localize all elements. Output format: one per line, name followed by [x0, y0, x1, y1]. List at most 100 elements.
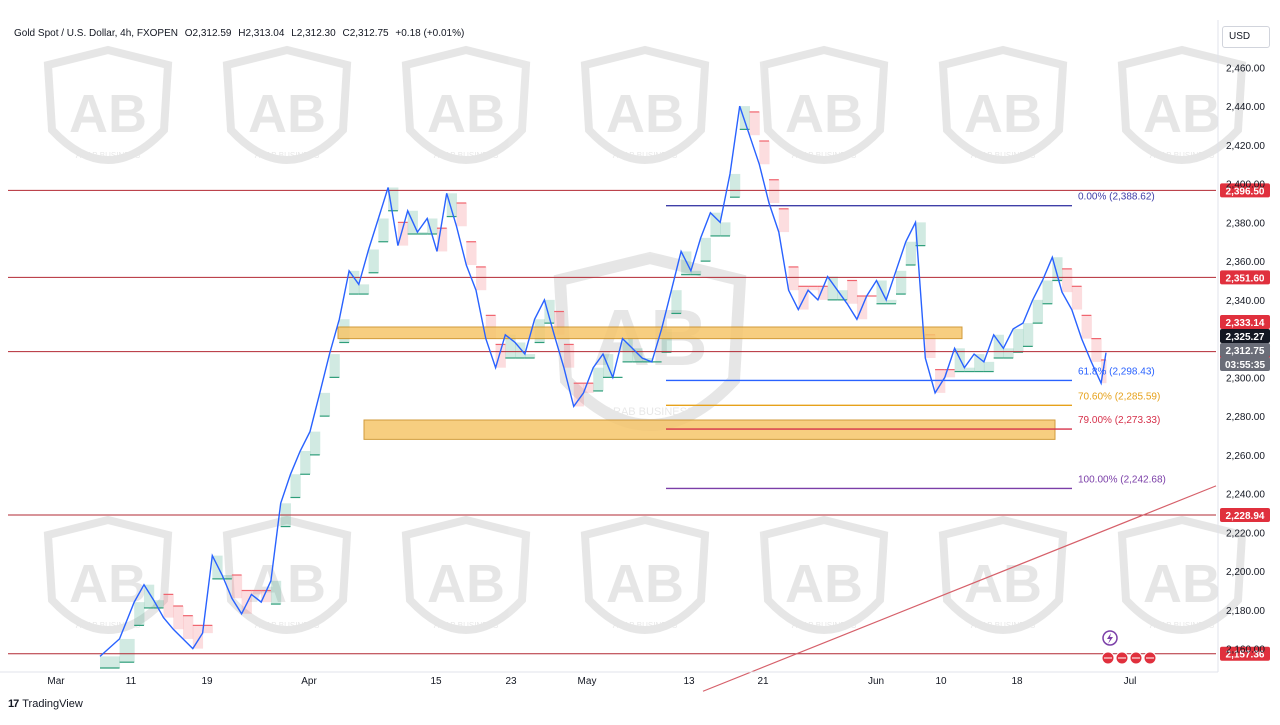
price-tick-label: 2,240.00	[1226, 490, 1265, 501]
trend-fill-segment	[847, 280, 858, 304]
watermark-glyph: AB	[606, 84, 684, 144]
watermark-glyph: AB	[964, 84, 1042, 144]
tradingview-brand[interactable]: 17 TradingView	[8, 698, 83, 710]
trend-fill-segment	[573, 383, 584, 407]
trend-fill-segment	[622, 338, 633, 362]
watermark-shield: AB ARAB BUSINESS	[938, 45, 1068, 164]
trend-fill-segment	[300, 451, 311, 475]
trend-fill-segment	[827, 276, 838, 300]
current-price-tag	[1220, 357, 1270, 371]
trend-fill-segment	[974, 354, 985, 372]
watermark-glyph: AB	[606, 554, 684, 614]
trend-fill-segment	[661, 328, 672, 353]
watermark-glyph: AB	[785, 84, 863, 144]
time-tick-label: 23	[505, 676, 517, 687]
trend-fill-segment	[544, 299, 555, 324]
watermark-shield: AB ARAB BUSINESS	[938, 515, 1068, 634]
watermark-shield-outline	[938, 515, 1068, 634]
watermark-shield-outline	[759, 515, 889, 634]
price-series	[99, 105, 1107, 657]
trend-fill-segment	[1003, 348, 1014, 358]
level-price-label: 2,351.60	[1226, 273, 1265, 284]
trend-fill-segment	[769, 179, 780, 203]
currency-button[interactable]: USD	[1222, 26, 1270, 48]
price-tick-label: 2,280.00	[1226, 412, 1265, 423]
time-tick-label: 11	[126, 676, 137, 687]
trend-fill-segment	[632, 348, 643, 362]
lightning-bolt-icon	[1107, 633, 1113, 644]
low-value: L2,312.30	[291, 28, 336, 39]
trend-fill-segment	[925, 334, 936, 358]
trend-fill-segment	[778, 208, 790, 233]
trend-fill-segment	[1071, 286, 1083, 310]
trend-fill-segment	[1032, 299, 1044, 324]
supertrend-fills	[100, 106, 1107, 669]
price-tick-label: 2,160.00	[1226, 645, 1265, 656]
symbol-title[interactable]: Gold Spot / U.S. Dollar, 4h, FXOPEN	[14, 28, 178, 39]
time-tick-label: 18	[1011, 676, 1023, 687]
watermark-shield: AB ARAB BUSINESS	[222, 45, 352, 164]
price-tick-label: 2,200.00	[1226, 567, 1265, 578]
watermark-glyph: AB	[785, 554, 863, 614]
trend-fill-segment	[119, 638, 135, 663]
trend-fill-segment	[1013, 328, 1024, 353]
time-tick-label: 19	[201, 676, 213, 687]
trend-fill-segment	[134, 602, 145, 626]
watermark-shield-outline	[1117, 45, 1247, 164]
watermark-name: ARAB BUSINESS	[76, 151, 140, 160]
trend-fill-segment	[231, 575, 243, 599]
tradingview-logo-icon: 17	[8, 698, 19, 710]
level-price-label: 2,157.36	[1226, 650, 1265, 661]
level-price-tag	[1220, 183, 1270, 198]
trend-fill-segment	[935, 369, 946, 393]
trend-fill-segment	[397, 222, 409, 246]
trend-fill-segment	[729, 173, 741, 198]
event-markers[interactable]	[1101, 630, 1157, 665]
watermark-glyph: AB	[1143, 554, 1221, 614]
trend-fill-segment	[1101, 359, 1107, 384]
watermark-name: ARAB BUSINESS	[255, 151, 319, 160]
trend-fill-segment	[436, 228, 448, 252]
trend-fill-segment	[358, 284, 370, 295]
trend-fill-segment	[329, 354, 340, 378]
trend-fill-segment	[915, 222, 926, 246]
watermark-shield-outline	[222, 45, 352, 164]
time-axis[interactable]: Mar 11 19 Apr 15 23 May 13 21 Jun 10 18 Jul	[0, 671, 1218, 687]
trend-fill-segment	[1091, 338, 1102, 362]
close-value: C2,312.75	[342, 28, 389, 39]
price-tick-label: 2,340.00	[1226, 296, 1265, 307]
level-price-tag	[1220, 646, 1270, 661]
trend-fill-segment	[563, 344, 575, 368]
watermark-shield: AB ARAB BUSINESS	[1117, 515, 1247, 634]
price-axis[interactable]: 2,460.00 2,440.00 2,420.00 2,400.00 2,380.00…	[1217, 20, 1270, 672]
trend-fill-segment	[944, 369, 956, 378]
time-tick-label: Jun	[868, 676, 884, 687]
trend-fill-segment	[1062, 268, 1073, 293]
price-tick-label: 2,460.00	[1226, 63, 1265, 74]
watermark-name: ARAB BUSINESS	[1150, 621, 1214, 630]
trend-fill-segment	[349, 270, 360, 295]
watermark-shield-outline	[938, 45, 1068, 164]
level-price-label: 2,228.94	[1226, 511, 1265, 522]
watermark-shield-outline	[580, 45, 710, 164]
change-value: +0.18 (+0.01%)	[395, 28, 465, 39]
trend-fill-segment	[690, 270, 702, 275]
fib-level-label: 79.00% (2,273.33)	[1078, 415, 1160, 426]
trend-fill-segment	[905, 241, 917, 265]
trend-fill-segment	[163, 594, 174, 618]
price-line	[99, 105, 1107, 657]
watermark-shield: AB ARAB BUSINESS	[580, 45, 710, 164]
trend-fill-segment	[183, 615, 194, 639]
time-tick-label: May	[578, 676, 597, 687]
trend-fill-segment	[319, 392, 331, 417]
price-tick-label: 2,400.00	[1226, 180, 1265, 191]
trend-fill-segment	[837, 290, 848, 300]
brand-name: TradingView	[22, 698, 83, 710]
trend-fill-segment	[593, 367, 604, 391]
trend-fill-segment	[524, 354, 536, 358]
trend-fill-segment	[368, 249, 379, 273]
trend-fill-segment	[378, 218, 389, 242]
watermark-name: ARAB BUSINESS	[255, 621, 319, 630]
